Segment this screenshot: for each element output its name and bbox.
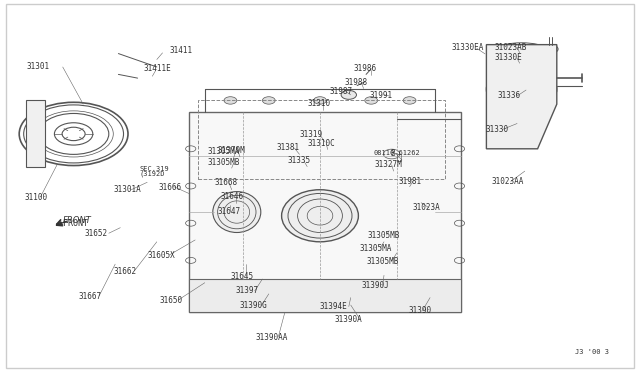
Text: 31666: 31666 <box>159 183 182 192</box>
Text: 31390J: 31390J <box>362 281 389 290</box>
Text: 31991: 31991 <box>370 92 393 100</box>
Text: 31662: 31662 <box>114 267 137 276</box>
Text: 31605X: 31605X <box>147 251 175 260</box>
Text: 31390AA: 31390AA <box>256 333 289 342</box>
Text: 31305MB: 31305MB <box>366 257 399 266</box>
Text: SEC.319: SEC.319 <box>140 166 169 172</box>
Text: 31319: 31319 <box>300 130 323 139</box>
Text: 31411E: 31411E <box>144 64 172 73</box>
Text: 31381: 31381 <box>276 143 300 152</box>
Ellipse shape <box>212 192 261 232</box>
Text: 31397: 31397 <box>236 286 259 295</box>
Circle shape <box>390 296 403 303</box>
Text: 31379M: 31379M <box>218 146 245 155</box>
Text: 31394E: 31394E <box>320 302 348 311</box>
Text: 31023AA: 31023AA <box>492 177 524 186</box>
Text: 31310C: 31310C <box>307 140 335 148</box>
Circle shape <box>341 90 356 99</box>
Text: 31305MA: 31305MA <box>360 244 392 253</box>
Circle shape <box>543 45 558 54</box>
Text: 31390: 31390 <box>408 306 431 315</box>
Text: 31305MB: 31305MB <box>208 158 241 167</box>
Text: 31986: 31986 <box>353 64 376 73</box>
Text: 31988: 31988 <box>344 78 367 87</box>
Circle shape <box>333 296 346 303</box>
Text: 31305MB: 31305MB <box>367 231 400 240</box>
Text: 31330EA: 31330EA <box>451 43 484 52</box>
Text: 31310: 31310 <box>307 99 330 108</box>
Circle shape <box>403 97 416 104</box>
Text: 31327M: 31327M <box>374 160 402 169</box>
Text: 31301A: 31301A <box>113 185 141 194</box>
Text: 31023AB: 31023AB <box>494 43 527 52</box>
Text: 31652: 31652 <box>84 229 108 238</box>
Text: ①: ① <box>397 154 402 163</box>
Text: 31668: 31668 <box>214 178 237 187</box>
Text: 31336: 31336 <box>498 92 521 100</box>
Text: 31645: 31645 <box>230 272 253 281</box>
Circle shape <box>429 296 442 303</box>
Text: 31987: 31987 <box>330 87 353 96</box>
Text: 31390A: 31390A <box>334 315 362 324</box>
Text: 08110-61262: 08110-61262 <box>373 150 420 155</box>
Text: FRONT: FRONT <box>63 219 88 228</box>
Text: 31646: 31646 <box>221 192 244 201</box>
Text: 31650: 31650 <box>160 296 183 305</box>
Text: B: B <box>390 149 395 158</box>
Text: 31023A: 31023A <box>413 203 440 212</box>
Polygon shape <box>189 279 461 312</box>
Text: 31330E: 31330E <box>494 53 522 62</box>
Circle shape <box>218 296 230 303</box>
Text: 31411: 31411 <box>170 46 193 55</box>
Circle shape <box>314 97 326 104</box>
Polygon shape <box>486 45 557 149</box>
Text: 31100: 31100 <box>24 193 47 202</box>
Polygon shape <box>26 100 45 167</box>
Text: 31981: 31981 <box>398 177 421 186</box>
Text: 31335: 31335 <box>288 156 311 165</box>
Circle shape <box>365 97 378 104</box>
Circle shape <box>224 97 237 104</box>
Text: (3192D: (3192D <box>140 170 165 177</box>
Text: 31305MA: 31305MA <box>208 147 241 156</box>
Circle shape <box>269 296 282 303</box>
Text: 31647: 31647 <box>218 207 241 216</box>
Text: J3 '00 3: J3 '00 3 <box>575 349 609 355</box>
Circle shape <box>262 97 275 104</box>
Text: 31390G: 31390G <box>240 301 268 310</box>
Ellipse shape <box>282 190 358 242</box>
Text: 31330: 31330 <box>485 125 508 134</box>
Text: 31301: 31301 <box>27 62 50 71</box>
Polygon shape <box>189 112 461 312</box>
Text: 31667: 31667 <box>78 292 101 301</box>
Text: FRONT: FRONT <box>63 216 92 225</box>
